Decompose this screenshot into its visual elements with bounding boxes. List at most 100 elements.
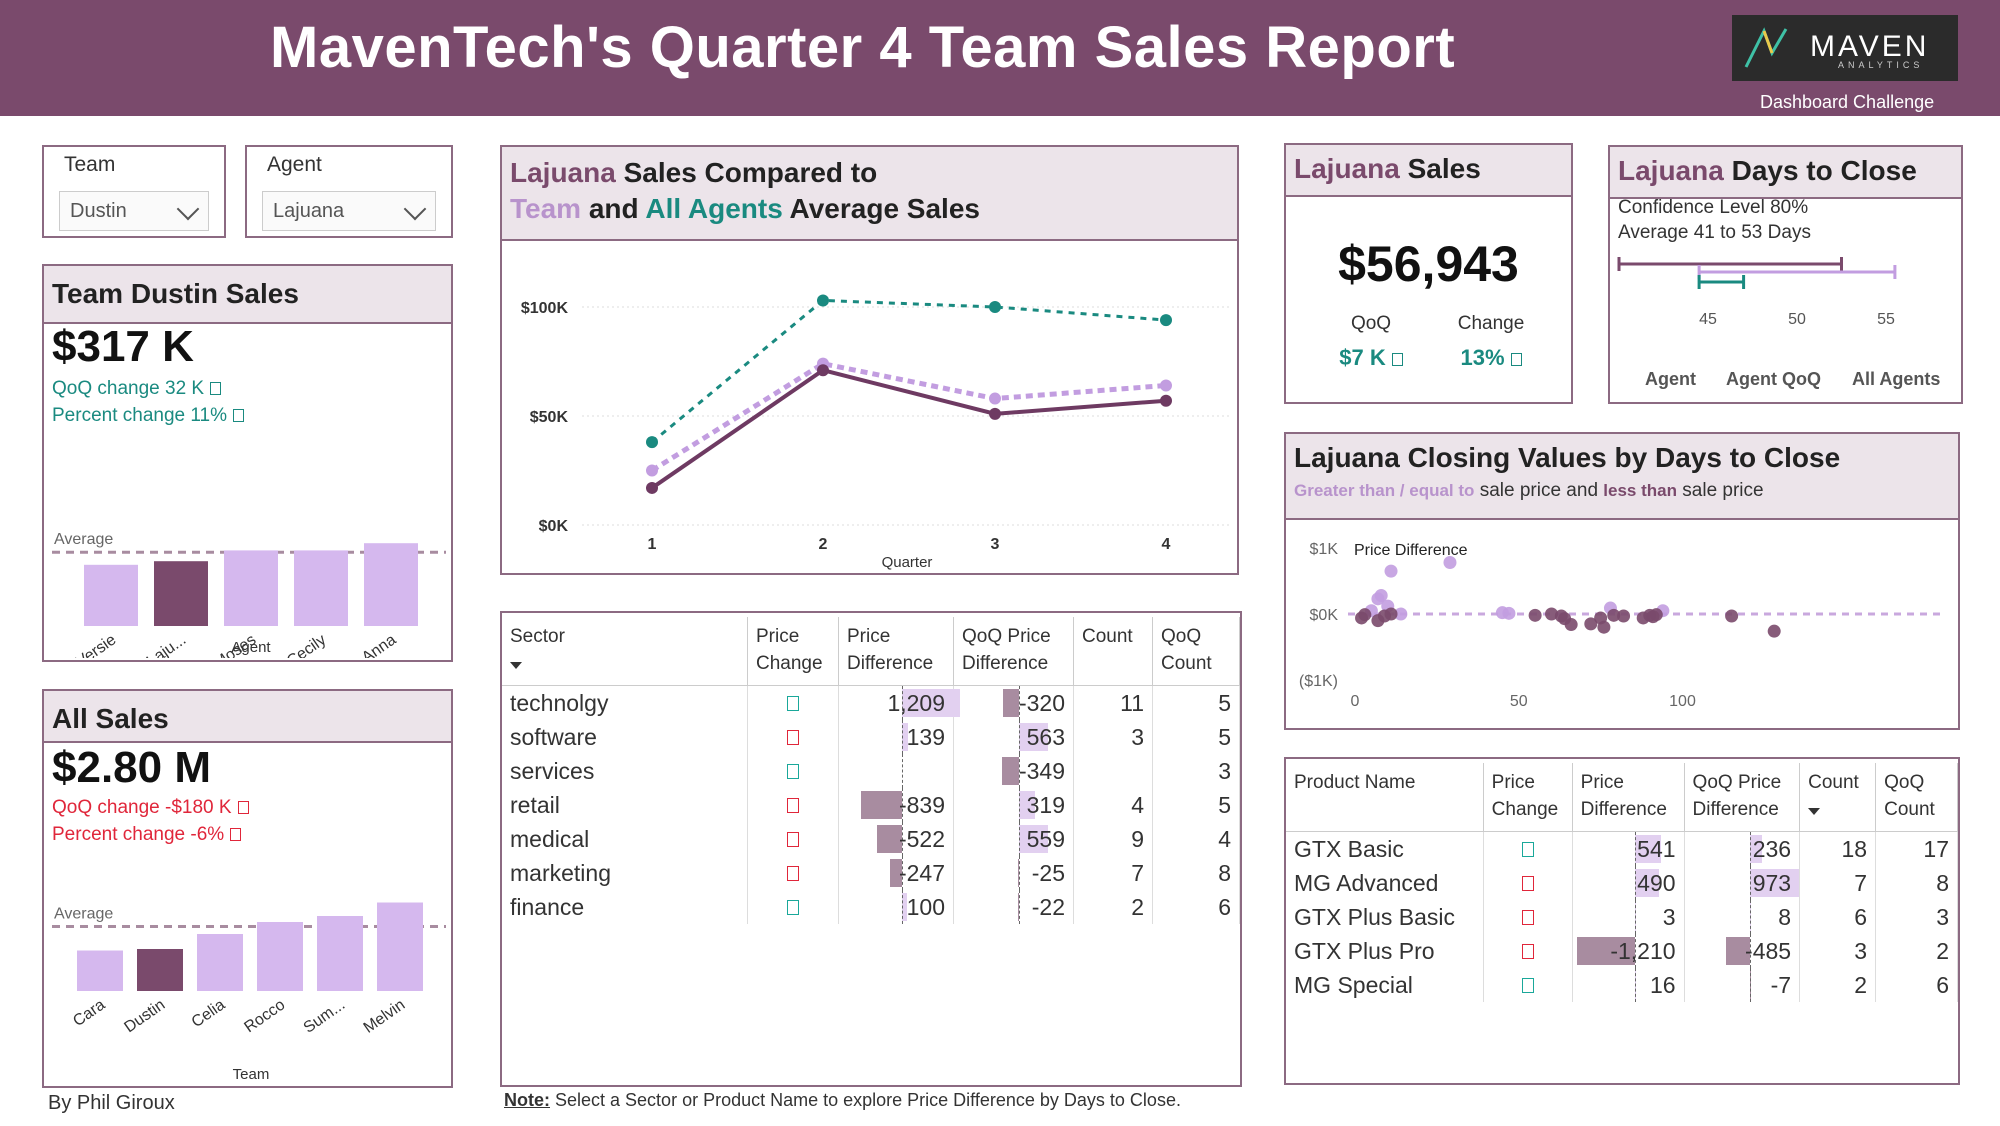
table-row[interactable]: technolgy 1,209 -320 11 5 xyxy=(502,685,1240,720)
all-sales-bar[interactable] xyxy=(77,950,123,992)
all-sales-bar[interactable] xyxy=(257,922,303,991)
table-cell: 7 xyxy=(1073,856,1153,890)
closing-values-scatter[interactable]: $1K $0K ($1K) 0 50 100 Price Difference xyxy=(1286,520,1958,728)
column-header[interactable]: QoQ Count xyxy=(1152,617,1240,686)
series-point[interactable] xyxy=(817,294,829,307)
table-row[interactable]: GTX Plus Basic 3 8 6 3 xyxy=(1286,900,1958,934)
all-sales-bar[interactable] xyxy=(317,916,363,991)
chevron-down-icon xyxy=(176,197,200,221)
table-cell: 490 xyxy=(1572,866,1685,900)
table-cell[interactable]: GTX Plus Pro xyxy=(1286,934,1484,968)
series-point[interactable] xyxy=(989,301,1001,313)
table-cell: 8 xyxy=(1875,866,1958,900)
table-cell[interactable]: GTX Basic xyxy=(1286,831,1484,866)
column-header[interactable]: QoQ Price Difference xyxy=(953,617,1074,686)
agent-dropdown[interactable]: Lajuana xyxy=(262,191,436,231)
team-sales-bar[interactable] xyxy=(294,550,348,626)
series-point[interactable] xyxy=(989,407,1001,420)
scatter-point[interactable] xyxy=(1384,564,1398,578)
table-row[interactable]: services -349 3 xyxy=(502,754,1240,788)
column-header[interactable]: QoQ Price Difference xyxy=(1684,763,1801,832)
column-header[interactable]: Price Difference xyxy=(1572,763,1685,832)
price-up-icon xyxy=(787,695,799,711)
scatter-point[interactable] xyxy=(1358,608,1372,622)
team-sales-category-label: Laju... xyxy=(144,631,189,658)
scatter-point[interactable] xyxy=(1443,556,1457,570)
team-sales-bar[interactable] xyxy=(224,550,278,626)
series-point[interactable] xyxy=(817,364,829,377)
column-header[interactable]: QoQ Count xyxy=(1875,763,1958,832)
scatter-point[interactable] xyxy=(1384,607,1398,621)
scatter-point[interactable] xyxy=(1617,609,1631,623)
table-cell[interactable]: retail xyxy=(502,788,748,822)
scatter-point[interactable] xyxy=(1564,618,1578,632)
column-header-label: Product Name xyxy=(1294,772,1416,793)
column-header[interactable]: Price Difference xyxy=(838,617,954,686)
table-row[interactable]: MG Special 16 -7 2 6 xyxy=(1286,968,1958,1002)
table-cell[interactable]: services xyxy=(502,754,748,788)
scatter-point[interactable] xyxy=(1545,607,1558,621)
days-range-chart[interactable]: 45 50 55 xyxy=(1610,247,1961,357)
all-sales-bar-chart[interactable]: Average Cara Dustin Celia Rocco Sum... Melvin T… xyxy=(44,851,451,1086)
team-sales-bar[interactable] xyxy=(154,561,208,626)
column-header[interactable]: Product Name xyxy=(1286,763,1484,832)
price-up-icon xyxy=(1521,841,1534,857)
table-cell[interactable]: MG Advanced xyxy=(1286,866,1484,900)
table-row[interactable]: MG Advanced 490 973 7 8 xyxy=(1286,866,1958,900)
all-sales-bar[interactable] xyxy=(377,902,423,992)
series-line-lajuana[interactable] xyxy=(650,368,1167,490)
table-row[interactable]: GTX Plus Pro -1,210 -485 3 2 xyxy=(1286,934,1958,968)
scatter-point[interactable] xyxy=(1502,606,1516,620)
column-header[interactable]: Price Change xyxy=(1483,763,1573,832)
comparison-line-chart[interactable]: $0K $50K $100K 1 2 3 4 Quarter xyxy=(502,241,1237,573)
note-text: Select a Sector or Product Name to explo… xyxy=(550,1090,1181,1110)
series-point[interactable] xyxy=(1160,394,1172,407)
scatter-point[interactable] xyxy=(1528,608,1542,622)
series-point[interactable] xyxy=(1160,314,1172,327)
column-header[interactable]: Count xyxy=(1073,617,1153,686)
table-cell[interactable]: medical xyxy=(502,822,748,856)
scatter-point[interactable] xyxy=(1767,624,1781,638)
table-cell[interactable]: marketing xyxy=(502,856,748,890)
team-dropdown[interactable]: Dustin xyxy=(59,191,209,231)
scatter-point[interactable] xyxy=(1607,608,1621,622)
series-point[interactable] xyxy=(989,392,1001,405)
table-cell[interactable]: GTX Plus Basic xyxy=(1286,900,1484,934)
table-cell xyxy=(1073,754,1153,788)
column-header[interactable]: Sector xyxy=(502,617,748,686)
series-point[interactable] xyxy=(1160,379,1172,392)
cell-value: technolgy xyxy=(510,689,609,716)
scatter-point[interactable] xyxy=(1597,620,1611,634)
team-sales-bar[interactable] xyxy=(84,564,138,626)
table-row[interactable]: marketing -247 -25 7 8 xyxy=(502,856,1240,890)
scatter-point[interactable] xyxy=(1725,609,1739,623)
table-row[interactable]: software 139 563 3 5 xyxy=(502,720,1240,754)
column-header[interactable]: Price Change xyxy=(747,617,839,686)
table-row[interactable]: retail -839 319 4 5 xyxy=(502,788,1240,822)
product-table-card: Product Name Price Change Price Difference… xyxy=(1284,757,1960,1085)
series-point[interactable] xyxy=(646,464,658,477)
series-point[interactable] xyxy=(646,436,658,449)
all-sales-bar[interactable] xyxy=(197,934,243,991)
all-sales-bar[interactable] xyxy=(137,949,183,991)
scatter-point[interactable] xyxy=(1371,592,1385,606)
table-cell[interactable]: finance xyxy=(502,890,748,924)
agent-sales-title-name: Lajuana xyxy=(1294,153,1400,184)
table-row[interactable]: medical -522 559 9 4 xyxy=(502,822,1240,856)
scatter-point[interactable] xyxy=(1394,607,1408,621)
series-line-team[interactable] xyxy=(650,361,1167,473)
series-point[interactable] xyxy=(646,481,658,494)
scatter-point[interactable] xyxy=(1649,608,1663,622)
table-row[interactable]: GTX Basic 541 236 18 17 xyxy=(1286,831,1958,866)
team-sales-bar[interactable] xyxy=(364,543,418,626)
series-line-all-agents[interactable] xyxy=(651,298,1167,444)
column-header[interactable]: Count xyxy=(1799,763,1877,832)
scatter-point[interactable] xyxy=(1584,617,1598,631)
table-cell[interactable]: software xyxy=(502,720,748,754)
table-row[interactable]: finance 100 -22 2 6 xyxy=(502,890,1240,924)
table-cell: 6 xyxy=(1152,890,1240,924)
table-cell[interactable]: MG Special xyxy=(1286,968,1484,1002)
team-sales-category-label: Anna xyxy=(359,631,399,658)
table-cell[interactable]: technolgy xyxy=(502,685,748,720)
